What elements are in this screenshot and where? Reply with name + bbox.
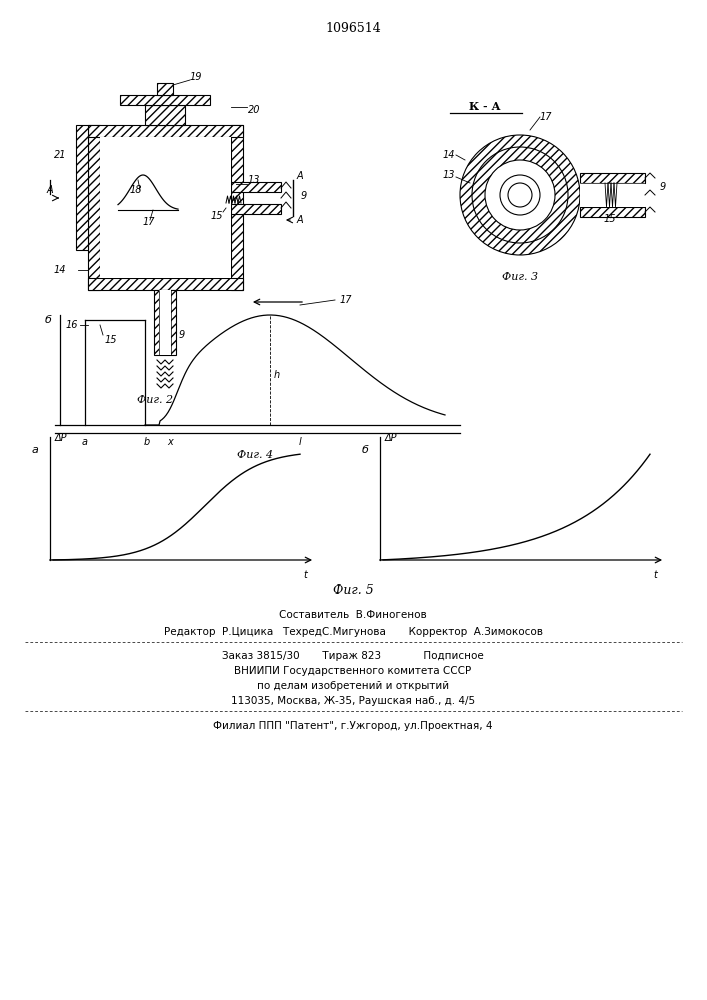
Text: ΔP: ΔP: [385, 433, 397, 443]
Bar: [76, 125, 88, 250]
Bar: [580, 173, 645, 183]
Bar: [76, 125, 88, 250]
Text: A: A: [47, 185, 53, 195]
Text: Фиг. 4: Фиг. 4: [237, 450, 273, 460]
Text: 17: 17: [540, 112, 552, 122]
Bar: [88, 125, 243, 137]
Text: Редактор  Р.Цицика   ТехредС.Мигунова       Корректор  А.Зимокосов: Редактор Р.Цицика ТехредС.Мигунова Корре…: [163, 627, 542, 637]
Text: b: b: [144, 437, 150, 447]
Bar: [88, 125, 243, 137]
Text: 15: 15: [105, 335, 117, 345]
Text: 113035, Москва, Ж-35, Раушская наб., д. 4/5: 113035, Москва, Ж-35, Раушская наб., д. …: [231, 696, 475, 706]
Bar: [159, 290, 171, 355]
Bar: [580, 207, 645, 217]
Text: Фиг. 2: Фиг. 2: [137, 395, 173, 405]
Text: 15: 15: [211, 211, 223, 221]
Bar: [580, 207, 645, 217]
Text: а: а: [32, 445, 38, 455]
Bar: [580, 183, 645, 207]
Text: Фиг. 5: Фиг. 5: [332, 584, 373, 596]
Text: 9: 9: [179, 330, 185, 340]
Bar: [231, 204, 281, 214]
Circle shape: [472, 147, 568, 243]
Text: Заказ 3815/30       Тираж 823             Подписное: Заказ 3815/30 Тираж 823 Подписное: [222, 651, 484, 661]
Text: 9: 9: [660, 182, 666, 192]
Bar: [231, 182, 281, 192]
Text: Фиг. 3: Фиг. 3: [502, 272, 538, 282]
Text: 16: 16: [66, 320, 78, 330]
Bar: [157, 83, 173, 95]
Circle shape: [508, 183, 532, 207]
Text: l: l: [298, 437, 301, 447]
Text: h: h: [274, 370, 280, 380]
Text: 9: 9: [301, 191, 308, 201]
Text: x: x: [167, 437, 173, 447]
Text: 18: 18: [130, 185, 143, 195]
Text: 15: 15: [604, 214, 617, 224]
Text: 14: 14: [443, 150, 455, 160]
Bar: [231, 204, 281, 214]
Bar: [100, 137, 231, 278]
Bar: [100, 137, 231, 278]
Circle shape: [500, 175, 540, 215]
Bar: [231, 125, 243, 290]
Text: 19: 19: [190, 72, 202, 82]
Bar: [88, 278, 243, 290]
Text: ΔP: ΔP: [55, 433, 67, 443]
Text: 13: 13: [443, 170, 455, 180]
Bar: [154, 290, 176, 355]
Bar: [145, 105, 185, 125]
Bar: [154, 290, 176, 355]
Bar: [88, 278, 243, 290]
Bar: [580, 173, 645, 183]
Text: 17: 17: [143, 217, 156, 227]
Bar: [120, 95, 210, 105]
Text: 21: 21: [54, 150, 66, 160]
Text: ВНИИПИ Государственного комитета СССР: ВНИИПИ Государственного комитета СССР: [235, 666, 472, 676]
Text: t: t: [653, 570, 657, 580]
Text: 14: 14: [54, 265, 66, 275]
Text: К - А: К - А: [469, 102, 501, 112]
Text: б: б: [361, 445, 368, 455]
Text: б: б: [45, 315, 52, 325]
Bar: [231, 182, 281, 192]
Bar: [157, 83, 173, 95]
Bar: [120, 95, 210, 105]
Bar: [88, 125, 100, 290]
Text: Филиал ППП "Патент", г.Ужгород, ул.Проектная, 4: Филиал ППП "Патент", г.Ужгород, ул.Проек…: [214, 721, 493, 731]
Text: t: t: [303, 570, 307, 580]
Text: A: A: [297, 215, 303, 225]
Text: 20: 20: [248, 105, 260, 115]
Text: A: A: [297, 171, 303, 181]
Text: a: a: [82, 437, 88, 447]
Bar: [88, 125, 100, 290]
Text: по делам изобретений и открытий: по делам изобретений и открытий: [257, 681, 449, 691]
Text: 1096514: 1096514: [325, 22, 381, 35]
Text: 17: 17: [340, 295, 353, 305]
Bar: [145, 105, 185, 125]
Circle shape: [485, 160, 555, 230]
Bar: [231, 125, 243, 290]
Bar: [100, 137, 231, 278]
Text: Составитель  В.Финогенов: Составитель В.Финогенов: [279, 610, 427, 620]
Text: 13: 13: [248, 175, 260, 185]
